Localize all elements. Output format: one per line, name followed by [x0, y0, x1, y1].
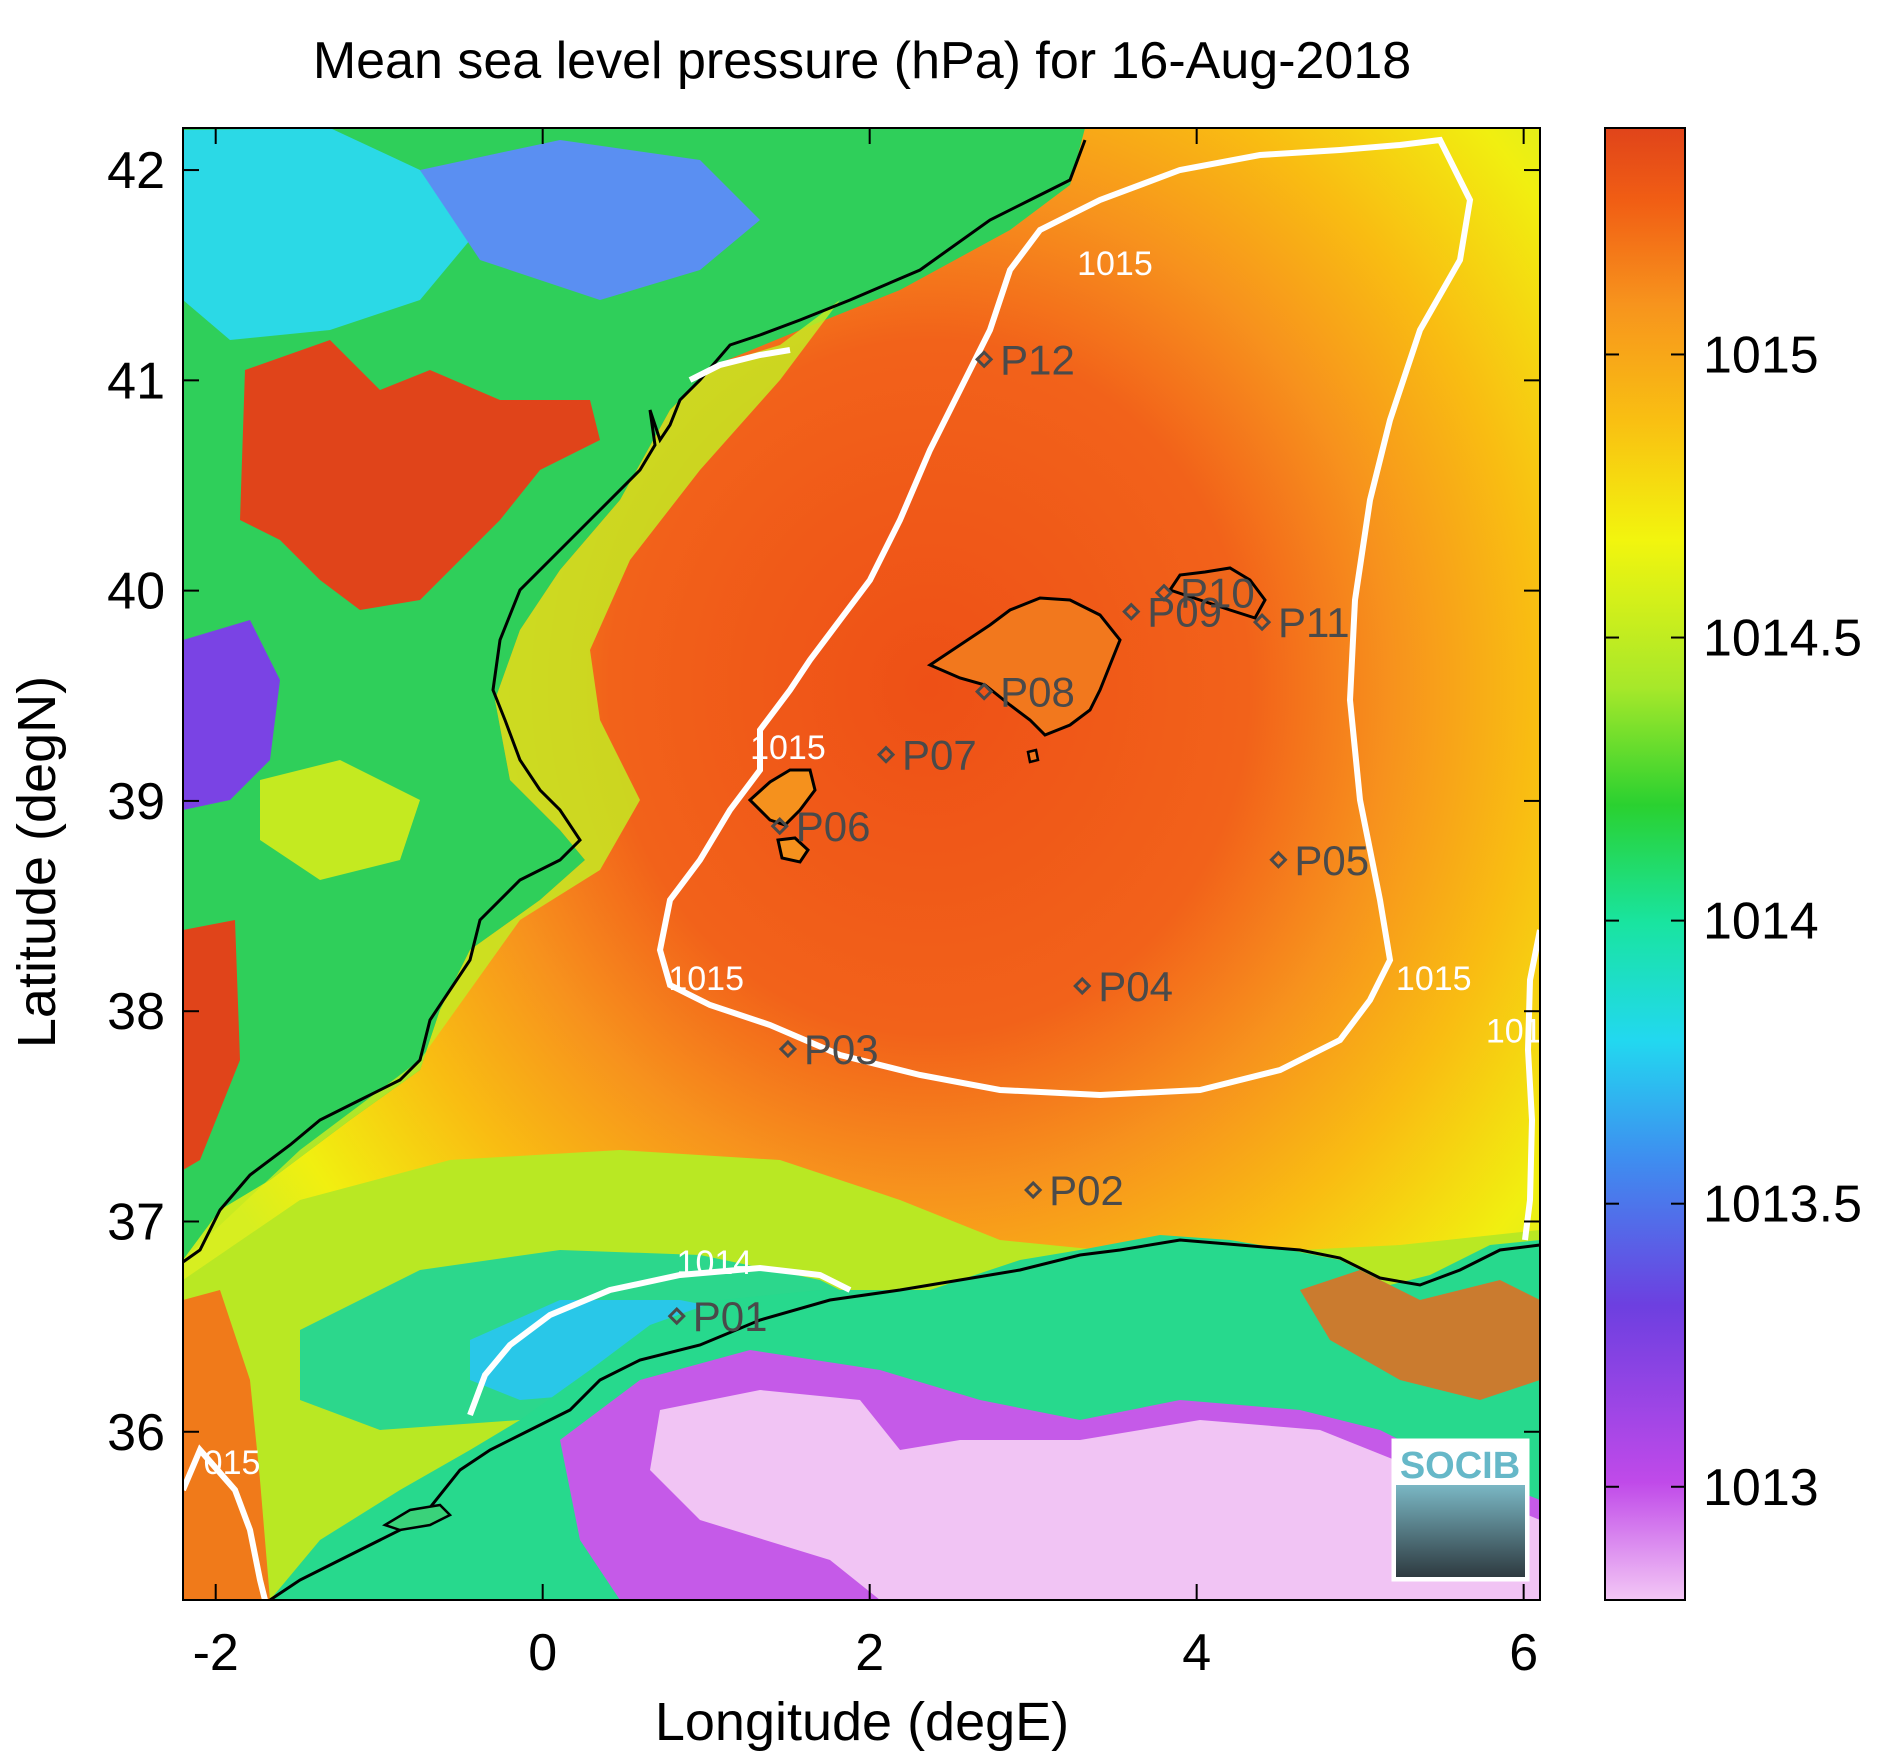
station-marker-icon: [1024, 1180, 1043, 1200]
ibiza-island: [747, 768, 817, 827]
station-marker-icon: [1252, 613, 1272, 632]
station-p06[interactable]: P06: [770, 803, 871, 850]
station-p03[interactable]: P03: [778, 1026, 879, 1073]
contour-label: 1015: [1077, 245, 1153, 283]
iberia-high-patch-2: [183, 920, 240, 1170]
y-tick-label: 42: [107, 142, 165, 200]
colorbar-tick-label: 1013.5: [1703, 1176, 1862, 1234]
station-p11[interactable]: P11: [1252, 599, 1350, 646]
y-tick-label: 41: [107, 352, 165, 410]
station-label: P02: [1049, 1167, 1124, 1214]
africa-coastline: [269, 1238, 1540, 1600]
mallorca-island: [926, 596, 1122, 737]
x-tick-label: 6: [1509, 1624, 1538, 1682]
contour-label: 1015: [668, 960, 744, 998]
y-tick-label: 36: [107, 1404, 165, 1462]
colorbar-tick-label: 1014.5: [1703, 610, 1862, 668]
africa-lowest-pressure-region: [650, 1390, 1540, 1600]
y-tick-label: 39: [107, 773, 165, 831]
station-p08[interactable]: P08: [974, 669, 1075, 716]
station-label: P01: [693, 1293, 768, 1340]
station-marker-icon: [1122, 602, 1141, 621]
iberia-cyan-patch: [183, 128, 470, 340]
y-tick-label: 40: [107, 563, 165, 621]
y-tick-label: 38: [107, 983, 165, 1041]
station-p05[interactable]: P05: [1269, 837, 1369, 884]
plot-frame: [182, 127, 1541, 1601]
contour-label: 1015: [750, 729, 826, 767]
coastal-gradient-band: [183, 300, 840, 1260]
station-p07[interactable]: P07: [876, 732, 977, 779]
cabrera-island: [1026, 748, 1040, 764]
colorbar-tick-label: 1015: [1703, 326, 1819, 384]
station-label: P11: [1278, 599, 1350, 646]
station-marker-icon: [667, 1306, 686, 1326]
menorca-island: [1167, 566, 1267, 620]
y-axis-ticks: 36 37 38 39 40 41 42: [107, 142, 1540, 1462]
colorbar: [1604, 127, 1686, 1601]
iberia-low-patch: [183, 620, 280, 810]
contour-label: 1015: [1396, 960, 1472, 998]
station-label: P08: [1000, 669, 1075, 716]
map-title: Mean sea level pressure (hPa) for 16-Aug…: [313, 32, 1411, 90]
colorbar-tick-label: 1013: [1703, 1459, 1819, 1517]
iberia-blue-patch: [420, 140, 760, 300]
station-label: P03: [804, 1026, 879, 1073]
station-label: P12: [1000, 336, 1075, 383]
station-marker-icon: [1269, 850, 1288, 869]
colorbar-tick-label: 1014: [1703, 893, 1819, 951]
alboran-island-patch: [382, 1503, 453, 1532]
station-marker-icon: [974, 350, 994, 369]
contour-label: 1015: [1486, 1013, 1562, 1051]
colorbar-ticks: 1013 1013.5 1014 1014.5 1015: [1605, 326, 1862, 1517]
station-p12[interactable]: P12: [974, 336, 1075, 383]
iberia-coastline: [183, 139, 1087, 1264]
contour-1015-east: [1522, 929, 1540, 1241]
station-p02[interactable]: P02: [1024, 1167, 1124, 1214]
formentera-island: [776, 836, 810, 864]
station-marker-icon: [1073, 976, 1092, 996]
station-p10[interactable]: P10: [1154, 570, 1255, 617]
iberia-yellow-patch: [260, 760, 420, 880]
contour-labels: 1015 1015 1015 1015 1015 1014 015: [204, 245, 1562, 1482]
station-marker-icon: [974, 682, 994, 701]
iberia-high-patch-1: [240, 340, 600, 610]
station-marker-icon: [1154, 583, 1174, 602]
x-tick-label: 4: [1182, 1624, 1211, 1682]
socib-logo: SOCIB: [1391, 1438, 1530, 1582]
socib-logo-text: SOCIB: [1400, 1445, 1520, 1487]
x-axis-ticks: -2 0 2 4 6: [193, 128, 1538, 1682]
contour-label: 015: [204, 1444, 261, 1482]
station-marker-icon: [770, 817, 789, 836]
x-tick-label: -2: [193, 1624, 239, 1682]
contour-1015-main: [656, 136, 1474, 1099]
station-marker-icon: [778, 1039, 798, 1059]
x-tick-label: 2: [855, 1624, 884, 1682]
x-axis-label: Longitude (degE): [655, 1692, 1069, 1752]
station-label: P04: [1098, 963, 1173, 1010]
contour-label: 1014: [677, 1244, 753, 1282]
contour-1014: [467, 1264, 852, 1417]
y-axis-label: Latitude (degN): [7, 676, 67, 1048]
station-label: P07: [902, 732, 977, 779]
contour-1015-southwest: [183, 1444, 268, 1600]
station-label: P10: [1180, 570, 1255, 617]
station-p01[interactable]: P01: [667, 1293, 768, 1340]
y-tick-label: 37: [107, 1193, 165, 1251]
station-marker-icon: [876, 745, 896, 764]
contour-1015-north: [688, 347, 791, 383]
africa-high-patch: [1300, 1270, 1540, 1400]
station-label: P05: [1294, 837, 1369, 884]
station-p04[interactable]: P04: [1073, 963, 1173, 1010]
station-label: P06: [796, 803, 871, 850]
x-tick-label: 0: [528, 1624, 557, 1682]
